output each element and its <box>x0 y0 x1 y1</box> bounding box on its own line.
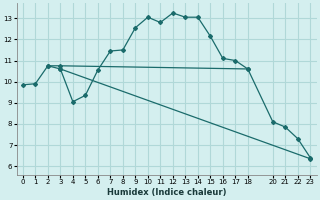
X-axis label: Humidex (Indice chaleur): Humidex (Indice chaleur) <box>107 188 226 197</box>
